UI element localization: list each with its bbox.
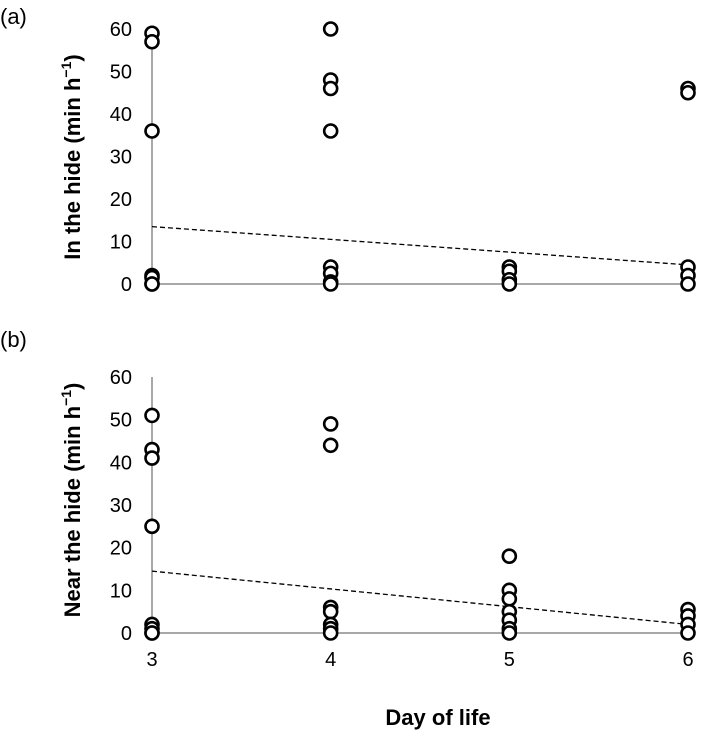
y-axis-label-b: Near the hide (min h−1) [58,383,85,618]
y-tick-label-b: 20 [110,538,132,560]
trendline-group-a [151,225,689,266]
data-point-b [501,625,518,641]
x-tick-label: 5 [504,649,515,671]
axes-a [151,29,688,285]
y-tick-label-b: 50 [110,410,132,432]
y-tick-label-a: 60 [110,19,132,41]
data-point-b [501,591,518,607]
y-tick-label-b: 60 [110,367,132,389]
data-point-b [144,450,160,466]
x-tick-label: 4 [325,649,336,671]
x-axis-label: Day of life [385,705,490,730]
data-point-a [144,33,160,50]
data-point-a [144,123,160,139]
y-tick-label-a: 40 [110,104,132,126]
data-point-a [322,123,339,139]
data-point-b [501,548,518,565]
panel-label-b: (b) [0,327,27,352]
data-point-a [322,80,339,97]
y-ticks-b: 0 10 20 30 40 50 60 [110,367,132,645]
y-tick-label-b: 30 [110,495,132,517]
data-point-b [322,416,339,432]
axes-b [151,377,688,634]
y-tick-label-a: 30 [110,147,132,169]
panel-a: (a) In the hide (min h−1) 0 10 20 30 40 50 60 [0,4,696,296]
y-ticks-a: 0 10 20 30 40 50 60 [110,19,132,296]
x-tick-label: 3 [146,649,157,671]
y-tick-label-a: 20 [110,189,132,211]
y-tick-label-b: 40 [110,452,132,474]
data-point-b [680,625,696,641]
data-point-a [322,276,339,292]
data-point-a [322,21,339,37]
y-tick-label-a: 10 [110,232,132,254]
x-ticks-b: 3 4 5 6 [146,649,693,671]
x-tick-label: 6 [682,649,693,671]
y-tick-label-a: 50 [110,62,132,84]
points-a [144,21,696,292]
trendline-a [151,225,689,266]
y-tick-label-a: 0 [121,274,132,296]
trendline-b [151,570,689,626]
panel-label-a: (a) [0,4,27,29]
data-point-b [322,603,339,620]
y-tick-label-b: 0 [121,623,132,645]
data-point-b [322,625,339,641]
data-point-b [144,407,160,424]
y-axis-label-a: In the hide (min h−1) [58,54,85,259]
points-b [144,407,696,641]
panel-b: (b) Near the hide (min h−1) 0 10 20 30 40 50 6… [0,327,696,730]
data-point-b [144,518,160,535]
y-tick-label-b: 10 [110,580,132,602]
data-point-b [144,625,160,641]
data-point-a [144,276,160,292]
data-point-a [680,276,696,292]
data-point-a [501,276,518,292]
data-point-b [322,437,339,454]
data-point-a [680,84,696,101]
trendline-group-b [151,570,689,626]
